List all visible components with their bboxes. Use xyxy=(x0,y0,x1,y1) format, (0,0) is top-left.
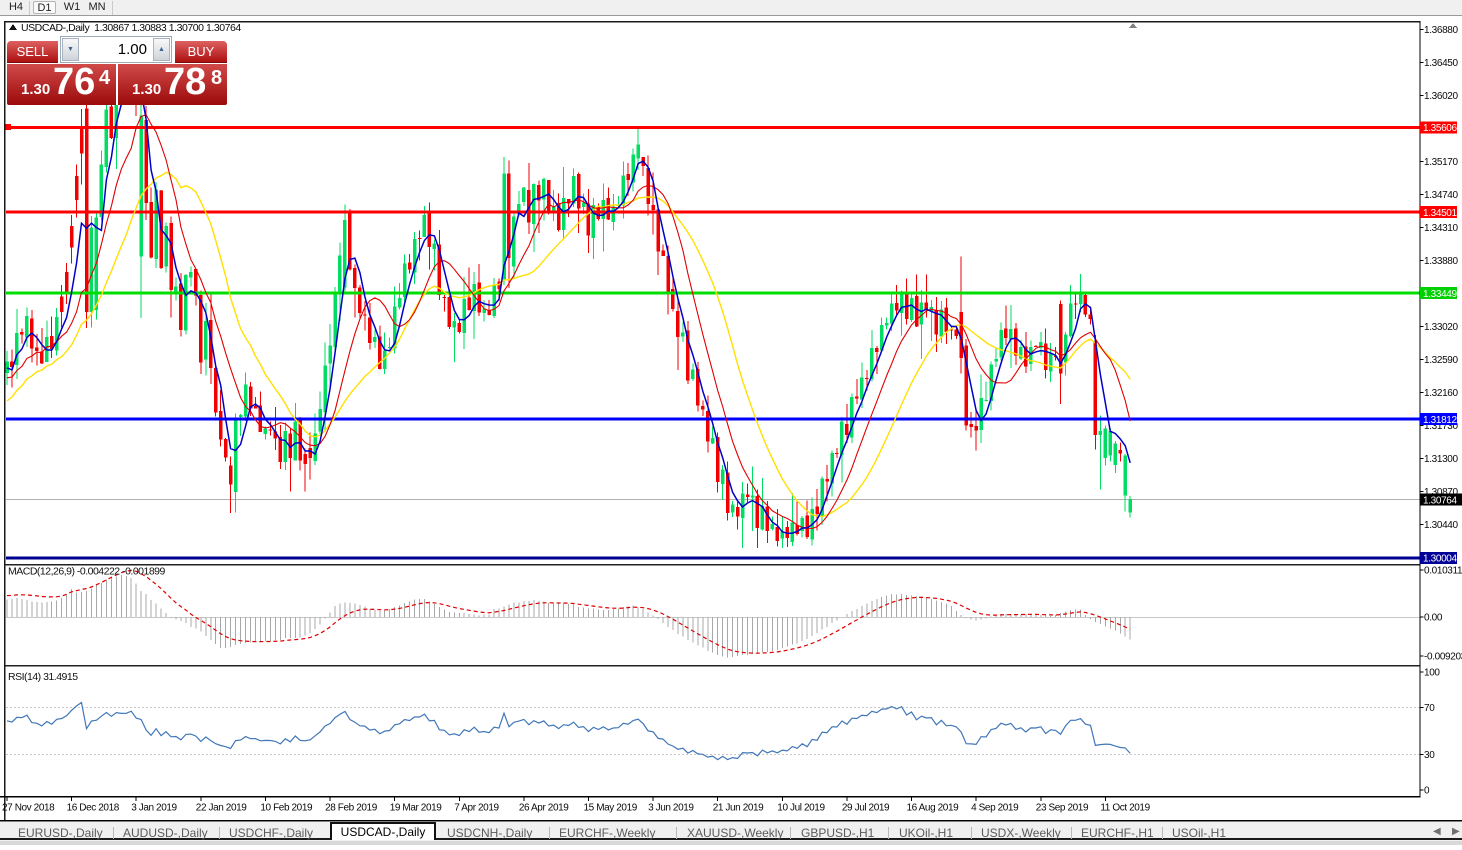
svg-text:27 Nov 2018: 27 Nov 2018 xyxy=(2,803,55,814)
svg-text:10 Jul 2019: 10 Jul 2019 xyxy=(777,803,825,814)
svg-text:21 Jun 2019: 21 Jun 2019 xyxy=(713,803,764,814)
svg-text:16 Aug 2019: 16 Aug 2019 xyxy=(907,803,960,814)
svg-text:1.33880: 1.33880 xyxy=(1424,256,1458,267)
svg-text:1.33449: 1.33449 xyxy=(1423,289,1457,300)
svg-text:1.30764: 1.30764 xyxy=(1423,495,1457,506)
svg-text:3 Jun 2019: 3 Jun 2019 xyxy=(648,803,694,814)
svg-text:26 Apr 2019: 26 Apr 2019 xyxy=(519,803,569,814)
svg-text:RSI(14) 31.4915: RSI(14) 31.4915 xyxy=(8,671,78,683)
svg-text:USDCAD-,Daily 1.30867 1.30883: USDCAD-,Daily 1.30867 1.30883 1.30700 1.… xyxy=(21,22,241,34)
svg-text:1.33020: 1.33020 xyxy=(1424,322,1458,333)
svg-text:15 May 2019: 15 May 2019 xyxy=(584,803,638,814)
svg-text:1.32590: 1.32590 xyxy=(1424,355,1458,366)
svg-text:11 Oct 2019: 11 Oct 2019 xyxy=(1100,803,1150,814)
svg-text:70: 70 xyxy=(1424,703,1435,714)
svg-text:1.36020: 1.36020 xyxy=(1424,91,1458,102)
svg-text:100: 100 xyxy=(1424,668,1440,679)
svg-text:1.35606: 1.35606 xyxy=(1423,123,1457,134)
svg-text:4 Sep 2019: 4 Sep 2019 xyxy=(971,803,1019,814)
svg-text:MACD(12,26,9) -0.004222 -0.001: MACD(12,26,9) -0.004222 -0.001899 xyxy=(8,566,166,578)
svg-text:19 Mar 2019: 19 Mar 2019 xyxy=(390,803,443,814)
svg-text:22 Jan 2019: 22 Jan 2019 xyxy=(196,803,247,814)
svg-text:1.34740: 1.34740 xyxy=(1424,190,1458,201)
svg-text:1.36450: 1.36450 xyxy=(1424,58,1458,69)
svg-text:1.30004: 1.30004 xyxy=(1423,554,1457,565)
svg-text:1.30440: 1.30440 xyxy=(1424,520,1458,531)
svg-text:1.36880: 1.36880 xyxy=(1424,25,1458,36)
svg-text:0.00: 0.00 xyxy=(1424,613,1443,624)
svg-text:7 Apr 2019: 7 Apr 2019 xyxy=(454,803,499,814)
svg-text:3 Jan 2019: 3 Jan 2019 xyxy=(131,803,177,814)
svg-text:0.010311: 0.010311 xyxy=(1424,566,1462,577)
svg-text:23 Sep 2019: 23 Sep 2019 xyxy=(1036,803,1089,814)
svg-text:1.32160: 1.32160 xyxy=(1424,388,1458,399)
svg-text:1.35170: 1.35170 xyxy=(1424,157,1458,168)
svg-text:-0.009203: -0.009203 xyxy=(1424,652,1462,663)
svg-text:28 Feb 2019: 28 Feb 2019 xyxy=(325,803,378,814)
svg-text:0: 0 xyxy=(1424,786,1430,797)
svg-text:10 Feb 2019: 10 Feb 2019 xyxy=(260,803,313,814)
svg-text:1.31730: 1.31730 xyxy=(1424,421,1458,432)
svg-text:1.34501: 1.34501 xyxy=(1423,208,1457,219)
svg-text:1.31300: 1.31300 xyxy=(1424,454,1458,465)
svg-text:1.31812: 1.31812 xyxy=(1423,415,1457,426)
svg-text:1.30870: 1.30870 xyxy=(1424,487,1458,498)
svg-text:29 Jul 2019: 29 Jul 2019 xyxy=(842,803,890,814)
svg-text:1.34310: 1.34310 xyxy=(1424,223,1458,234)
svg-text:16 Dec 2018: 16 Dec 2018 xyxy=(67,803,120,814)
svg-text:30: 30 xyxy=(1424,750,1435,761)
